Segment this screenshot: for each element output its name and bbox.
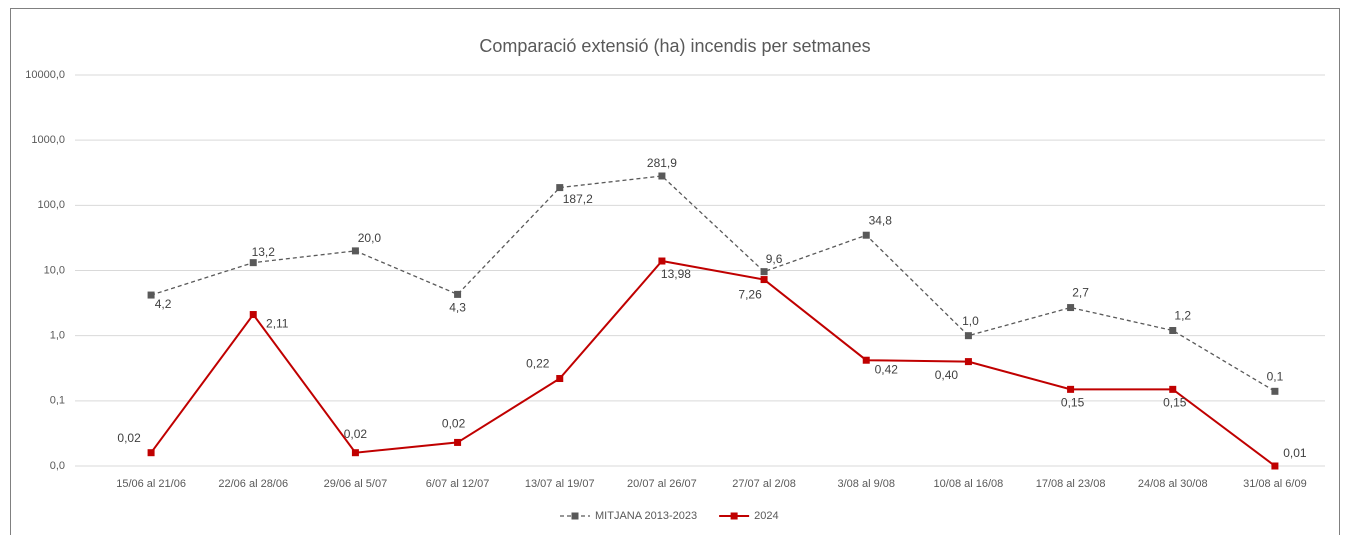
x-tick-label: 29/06 al 5/07 <box>324 478 388 490</box>
point-marker <box>964 358 972 366</box>
data-label: 13,98 <box>661 267 691 281</box>
data-label: 0,1 <box>1267 369 1284 383</box>
legend-label: MITJANA 2013-2023 <box>595 510 697 522</box>
point-marker <box>658 257 666 265</box>
point-marker <box>454 290 462 298</box>
point-marker <box>964 332 972 340</box>
point-marker <box>1271 387 1279 395</box>
data-label: 281,9 <box>647 156 677 170</box>
chart-frame <box>10 8 1340 540</box>
data-label: 2,7 <box>1072 286 1089 300</box>
x-tick-label: 6/07 al 12/07 <box>426 478 490 490</box>
data-label: 20,0 <box>358 231 382 245</box>
point-marker <box>1271 462 1279 470</box>
data-label: 0,22 <box>526 357 550 371</box>
data-label: 4,2 <box>155 297 172 311</box>
x-tick-label: 31/08 al 6/09 <box>1243 478 1307 490</box>
x-tick-label: 24/08 al 30/08 <box>1138 478 1208 490</box>
y-tick-label: 1000,0 <box>31 134 65 146</box>
data-label: 0,01 <box>1283 446 1307 460</box>
legend-label: 2024 <box>754 510 778 522</box>
point-marker <box>556 375 564 383</box>
data-label: 13,2 <box>252 245 276 259</box>
data-label: 0,02 <box>117 431 141 445</box>
y-tick-label: 0,0 <box>50 460 65 472</box>
data-label: 7,26 <box>738 288 762 302</box>
data-label: 0,15 <box>1163 396 1187 410</box>
series-line <box>150 175 1276 392</box>
x-tick-label: 20/07 al 26/07 <box>627 478 697 490</box>
point-marker <box>147 291 155 299</box>
point-marker <box>862 231 870 239</box>
data-label: 0,02 <box>442 417 466 431</box>
point-marker <box>249 259 257 267</box>
point-marker <box>1067 304 1075 312</box>
point-marker <box>147 449 155 457</box>
y-tick-label: 0,1 <box>50 395 65 407</box>
point-marker <box>249 311 257 319</box>
y-tick-label: 10,0 <box>44 264 65 276</box>
y-tick-label: 100,0 <box>37 199 65 211</box>
x-tick-label: 15/06 al 21/06 <box>116 478 186 490</box>
point-marker <box>760 276 768 284</box>
x-tick-label: 3/08 al 9/08 <box>838 478 896 490</box>
point-marker <box>454 438 462 446</box>
data-label: 0,42 <box>875 362 899 376</box>
point-marker <box>760 268 768 276</box>
point-marker <box>862 356 870 364</box>
data-label: 9,6 <box>766 252 783 266</box>
point-marker <box>1169 385 1177 393</box>
series-line <box>150 259 1276 467</box>
data-label: 34,8 <box>869 213 893 227</box>
data-label: 2,11 <box>266 317 289 331</box>
chart-title: Comparació extensió (ha) incendis per se… <box>479 36 870 56</box>
legend-swatch-marker <box>571 512 579 520</box>
y-tick-label: 10000,0 <box>25 69 65 81</box>
x-tick-label: 10/08 al 16/08 <box>934 478 1004 490</box>
x-tick-label: 22/06 al 28/06 <box>218 478 288 490</box>
point-marker <box>351 247 359 255</box>
point-marker <box>351 449 359 457</box>
x-tick-label: 27/07 al 2/08 <box>732 478 796 490</box>
point-marker <box>1067 385 1075 393</box>
data-label: 1,2 <box>1174 309 1191 323</box>
x-tick-label: 13/07 al 19/07 <box>525 478 595 490</box>
data-label: 1,0 <box>962 314 979 328</box>
point-marker <box>658 172 666 180</box>
data-label: 0,40 <box>935 368 959 382</box>
legend-swatch-marker <box>730 512 738 520</box>
data-label: 0,02 <box>344 427 368 441</box>
x-tick-label: 17/08 al 23/08 <box>1036 478 1106 490</box>
data-label: 187,2 <box>563 192 593 206</box>
y-tick-label: 1,0 <box>50 330 65 342</box>
data-label: 0,15 <box>1061 396 1085 410</box>
data-label: 4,3 <box>449 301 466 315</box>
point-marker <box>556 184 564 192</box>
point-marker <box>1169 327 1177 335</box>
